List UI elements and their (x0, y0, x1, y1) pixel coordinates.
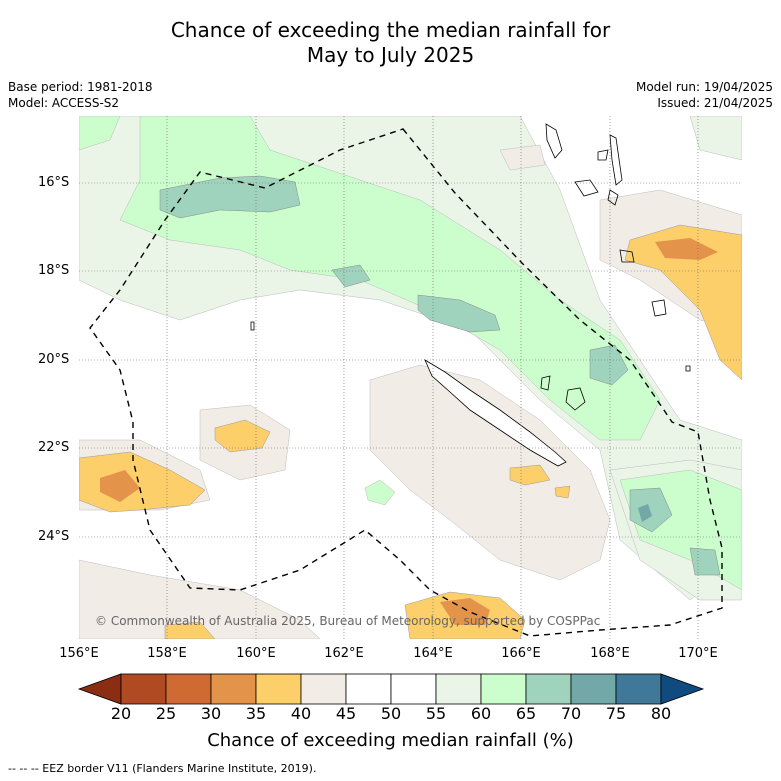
region-65-70 (689, 547, 721, 576)
meta-right: Model run: 19/04/2025 Issued: 21/04/2025 (636, 79, 773, 111)
colorbar-tick-label: 75 (605, 704, 627, 723)
island-vanuatu (651, 299, 667, 317)
lon-tick-label: 158°E (147, 646, 187, 661)
island-loyalty (540, 375, 551, 391)
region-65-70 (331, 264, 371, 288)
colorbar-tick-label: 70 (560, 704, 582, 723)
region-60-65 (364, 479, 396, 506)
colorbar-tick-label: 30 (200, 704, 222, 723)
base-period: Base period: 1981-2018 (8, 80, 153, 94)
colorbar-tick-label: 25 (155, 704, 177, 723)
island-vanuatu (619, 249, 635, 263)
island-loyalty (565, 387, 586, 411)
colorbar-tick-label: 65 (515, 704, 537, 723)
colorbar-tick-label: 45 (335, 704, 357, 723)
model-name: Model: ACCESS-S2 (8, 96, 120, 110)
lon-tick-label: 170°E (678, 646, 718, 661)
lat-tick-label: 24°S (38, 529, 70, 544)
lon-tick-label: 156°E (59, 646, 99, 661)
model-run: Model run: 19/04/2025 (635, 80, 773, 94)
region-30-35 (655, 238, 718, 260)
grid-lines (79, 116, 742, 639)
lat-tick-label: 18°S (38, 263, 70, 278)
region-65-70 (159, 175, 301, 219)
region-35-40 (554, 485, 571, 499)
region-35-40 (509, 464, 551, 486)
colorbar-tick-label: 20 (110, 704, 132, 723)
region-30-35 (440, 598, 490, 625)
colorbar (77, 673, 705, 705)
lon-tick-label: 160°E (236, 646, 276, 661)
lat-tick-label: 16°S (38, 175, 70, 190)
region-65-70 (417, 294, 501, 333)
colorbar-tick-label: 60 (470, 704, 492, 723)
region-65-70 (629, 487, 673, 533)
colorbar-tick-label: 35 (245, 704, 267, 723)
island-vanuatu (574, 179, 599, 197)
colorbar-tick-label: 40 (290, 704, 312, 723)
eez-border (89, 128, 723, 637)
colorbar-label: Chance of exceeding median rainfall (%) (207, 730, 574, 751)
island-small (685, 365, 691, 372)
region-60-65 (79, 116, 121, 151)
island-vanuatu (545, 123, 563, 159)
region-30-35 (100, 470, 140, 502)
colorbar-tick-label: 80 (650, 704, 672, 723)
rainfall-field (79, 116, 742, 639)
colorbar-high-extend (660, 673, 705, 705)
island-small (250, 321, 255, 331)
region-65-70 (589, 344, 629, 386)
lon-tick-label: 164°E (413, 646, 453, 661)
issued-date: Issued: 21/04/2025 (657, 96, 773, 110)
region-35-40 (624, 224, 742, 381)
lon-tick-label: 168°E (590, 646, 630, 661)
region-55-60 (689, 116, 742, 161)
region-70-75 (638, 504, 652, 522)
region-40-45 (369, 364, 611, 581)
colorbar-tick-label: 50 (380, 704, 402, 723)
region-35-40 (164, 621, 216, 639)
colorbar-low-extend (77, 673, 122, 705)
page-title: Chance of exceeding the median rainfall … (0, 18, 781, 68)
title-line-1: Chance of exceeding the median rainfall … (170, 18, 611, 42)
colorbar-tick-label: 55 (425, 704, 447, 723)
lat-tick-label: 22°S (38, 440, 70, 455)
lon-tick-label: 162°E (324, 646, 364, 661)
island-vanuatu (597, 149, 609, 161)
region-40-45 (79, 559, 321, 639)
lat-tick-label: 20°S (38, 352, 70, 367)
region-40-45 (499, 144, 546, 171)
island-vanuatu (607, 189, 619, 206)
island-vanuatu (609, 134, 623, 186)
eez-legend: -- -- -- EEZ border V11 (Flanders Marine… (8, 762, 317, 775)
island-new-caledonia (424, 359, 567, 467)
meta-left: Base period: 1981-2018 Model: ACCESS-S2 (8, 79, 153, 111)
copyright-notice: © Commonwealth of Australia 2025, Bureau… (95, 614, 601, 628)
title-line-2: May to July 2025 (306, 43, 475, 67)
lon-tick-label: 166°E (501, 646, 541, 661)
